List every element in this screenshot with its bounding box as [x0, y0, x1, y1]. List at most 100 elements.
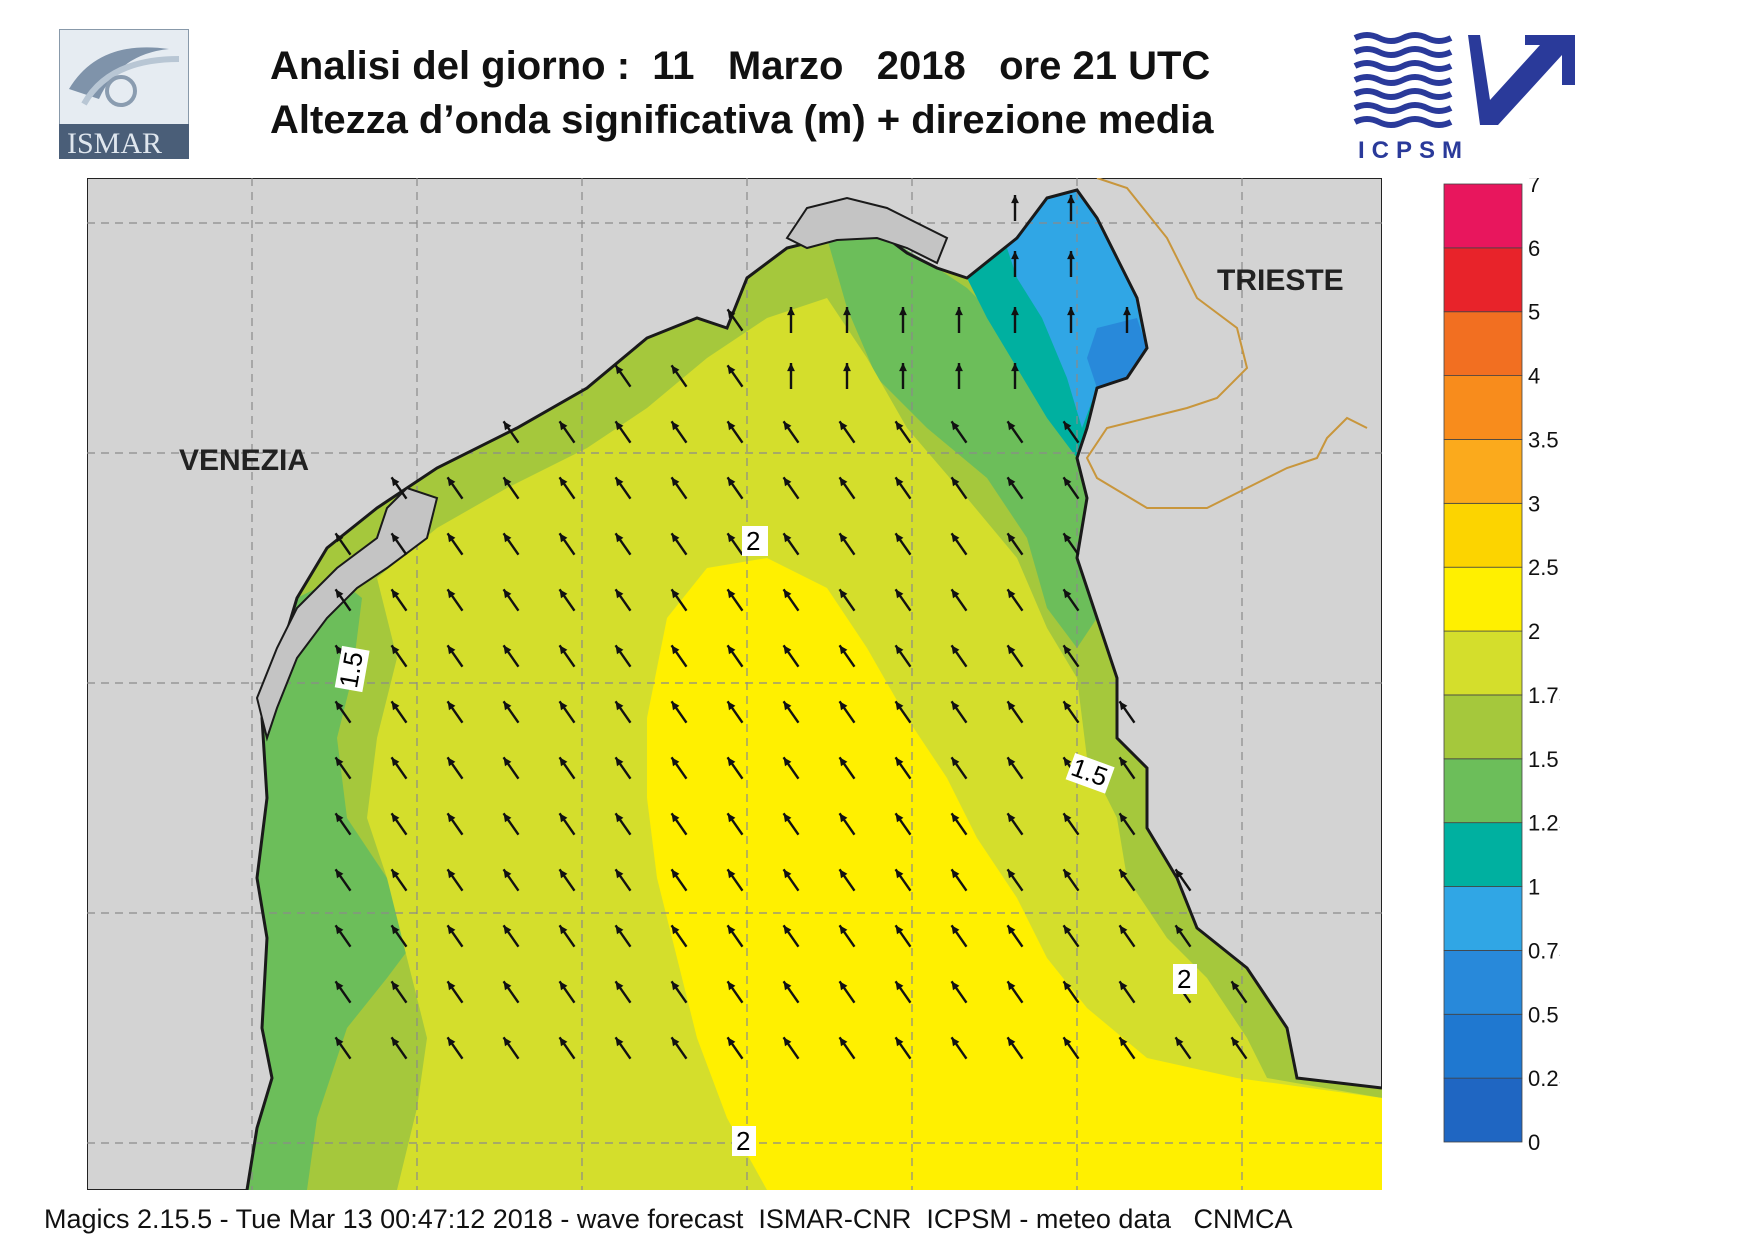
- svg-text:1.5: 1.5: [333, 649, 369, 690]
- direction-arrow: [1230, 1036, 1248, 1060]
- direction-arrow: [558, 644, 576, 668]
- direction-arrow: [782, 700, 800, 724]
- legend-tick-label: 0.5: [1528, 1002, 1559, 1027]
- direction-arrow: [838, 588, 856, 612]
- direction-arrow: [950, 868, 968, 892]
- legend-tick-label: 3.5: [1528, 427, 1559, 452]
- legend-swatch: [1443, 822, 1523, 887]
- direction-arrow: [838, 924, 856, 948]
- direction-arrow: [614, 924, 632, 948]
- direction-arrow: [782, 532, 800, 556]
- direction-arrow: [1006, 532, 1024, 556]
- contour-label: 2: [1173, 964, 1197, 994]
- legend-swatch: [1443, 502, 1523, 568]
- direction-arrow: [670, 868, 688, 892]
- wave-direction-arrows: [334, 195, 1248, 1060]
- direction-arrow: [614, 532, 632, 556]
- direction-arrow: [1174, 868, 1192, 892]
- direction-arrow: [1011, 251, 1019, 277]
- direction-arrow: [334, 980, 352, 1004]
- direction-arrow: [782, 812, 800, 836]
- direction-arrow: [446, 924, 464, 948]
- legend-tick-label: 1.5: [1528, 747, 1559, 772]
- direction-arrow: [950, 644, 968, 668]
- direction-arrow: [894, 924, 912, 948]
- direction-arrow: [334, 532, 352, 556]
- direction-arrow: [446, 532, 464, 556]
- direction-arrow: [838, 532, 856, 556]
- wave-height-map: VENEZIA TRIESTE 2 1.5 1.5 2 2: [87, 178, 1382, 1190]
- direction-arrow: [894, 980, 912, 1004]
- direction-arrow: [782, 588, 800, 612]
- direction-arrow: [1006, 644, 1024, 668]
- sea-band-1.25-north: [827, 238, 1097, 648]
- direction-arrow: [670, 700, 688, 724]
- direction-arrow: [843, 363, 851, 389]
- direction-arrow: [390, 644, 408, 668]
- direction-arrow: [1118, 924, 1136, 948]
- legend-swatch: [1443, 439, 1523, 504]
- direction-arrow: [502, 924, 520, 948]
- direction-arrow: [955, 307, 963, 333]
- place-label-venezia: VENEZIA: [179, 444, 309, 477]
- direction-arrow: [390, 476, 408, 500]
- direction-arrow: [614, 812, 632, 836]
- direction-arrow: [670, 1036, 688, 1060]
- direction-arrow: [894, 868, 912, 892]
- direction-arrow: [1006, 420, 1024, 444]
- direction-arrow: [502, 476, 520, 500]
- direction-arrow: [1062, 420, 1080, 444]
- direction-arrow: [950, 476, 968, 500]
- direction-arrow: [670, 644, 688, 668]
- direction-arrow: [502, 644, 520, 668]
- direction-arrow: [502, 1036, 520, 1060]
- svg-text:ICPSM: ICPSM: [1358, 137, 1469, 164]
- direction-arrow: [1174, 1036, 1192, 1060]
- legend-tick-label: 2: [1528, 619, 1540, 644]
- direction-arrow: [838, 644, 856, 668]
- direction-arrow: [787, 307, 795, 333]
- direction-arrow: [726, 308, 744, 332]
- direction-arrow: [614, 700, 632, 724]
- svg-text:2: 2: [1177, 964, 1191, 994]
- direction-arrow: [390, 812, 408, 836]
- direction-arrow: [1062, 980, 1080, 1004]
- direction-arrow: [334, 756, 352, 780]
- direction-arrow: [1123, 307, 1131, 333]
- legend-swatch: [1443, 183, 1523, 249]
- direction-arrow: [502, 420, 520, 444]
- direction-arrow: [726, 980, 744, 1004]
- title-line-2: Altezza d’onda significativa (m) + direz…: [270, 98, 1214, 142]
- direction-arrow: [726, 1036, 744, 1060]
- direction-arrow: [614, 588, 632, 612]
- direction-arrow: [502, 532, 520, 556]
- direction-arrow: [1118, 812, 1136, 836]
- legend-swatch: [1443, 1013, 1523, 1079]
- legend-swatch: [1443, 1077, 1523, 1143]
- direction-arrow: [894, 476, 912, 500]
- svg-text:2: 2: [736, 1126, 750, 1156]
- direction-arrow: [390, 700, 408, 724]
- direction-arrow: [670, 476, 688, 500]
- place-label-trieste: TRIESTE: [1217, 264, 1344, 297]
- footer-credits: Magics 2.15.5 - Tue Mar 13 00:47:12 2018…: [44, 1204, 1293, 1234]
- direction-arrow: [670, 812, 688, 836]
- direction-arrow: [838, 1036, 856, 1060]
- contour-label: 2: [732, 1126, 756, 1156]
- direction-arrow: [1230, 980, 1248, 1004]
- legend-swatch: [1443, 694, 1523, 760]
- direction-arrow: [502, 812, 520, 836]
- direction-arrow: [1062, 644, 1080, 668]
- direction-arrow: [950, 588, 968, 612]
- direction-arrow: [950, 1036, 968, 1060]
- direction-arrow: [955, 363, 963, 389]
- direction-arrow: [1118, 868, 1136, 892]
- direction-arrow: [390, 532, 408, 556]
- svg-text:ISMAR: ISMAR: [67, 127, 162, 159]
- direction-arrow: [838, 476, 856, 500]
- direction-arrow: [558, 1036, 576, 1060]
- direction-arrow: [1006, 980, 1024, 1004]
- direction-arrow: [1062, 868, 1080, 892]
- direction-arrow: [558, 420, 576, 444]
- map-grid: [87, 178, 1382, 1190]
